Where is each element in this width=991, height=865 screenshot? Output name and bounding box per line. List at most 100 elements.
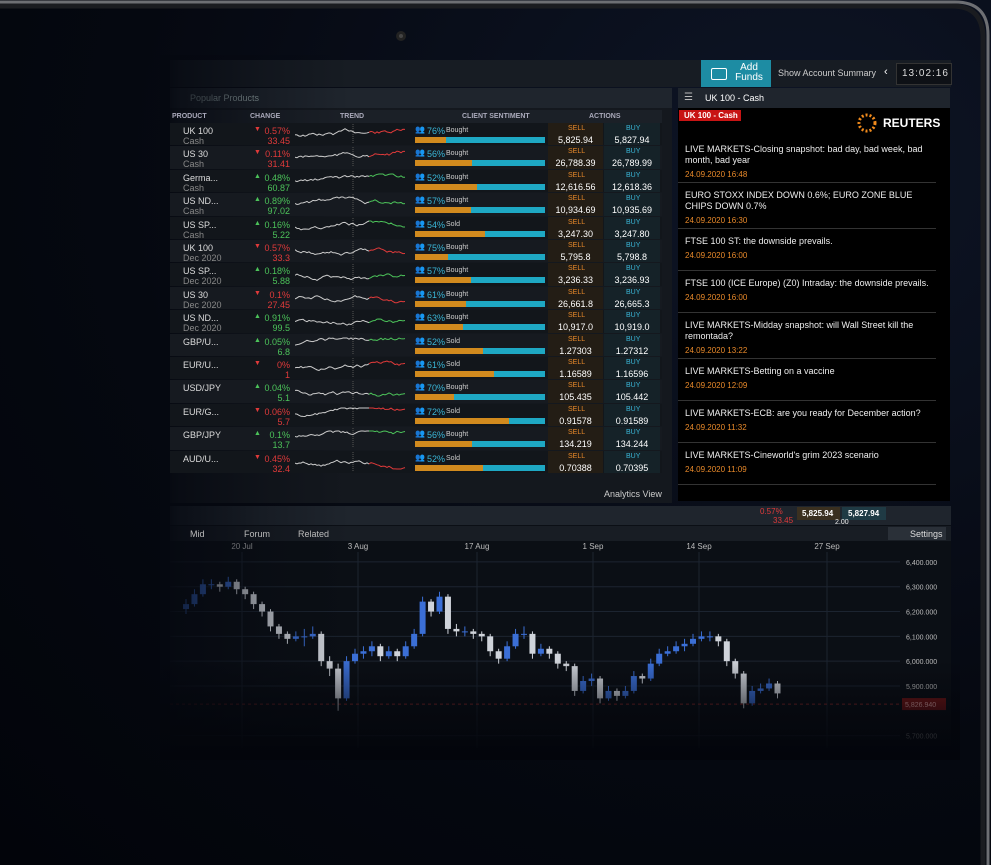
product-name[interactable]: US 30 — [183, 149, 209, 160]
sell-price[interactable]: 1.16589 — [559, 369, 592, 379]
sell-cell[interactable] — [548, 123, 603, 146]
buy-cell[interactable] — [604, 193, 660, 216]
product-name[interactable]: US ND... — [183, 313, 219, 324]
news-item[interactable]: EURO STOXX INDEX DOWN 0.6%; EURO ZONE BL… — [678, 183, 936, 229]
sell-price[interactable]: 12,616.56 — [555, 181, 596, 192]
buy-cell[interactable] — [604, 450, 660, 473]
buy-cell[interactable] — [604, 310, 660, 333]
sell-price[interactable]: 105.435 — [559, 392, 592, 403]
news-headline[interactable]: LIVE MARKETS-Cineworld's grim 2023 scena… — [685, 450, 879, 460]
product-name[interactable]: US ND... — [183, 196, 219, 207]
news-headline[interactable]: FTSE 100 ST: the downside prevails. — [685, 236, 833, 246]
buy-price[interactable]: 5,827.94 — [614, 135, 650, 145]
sell-cell[interactable] — [548, 263, 603, 286]
chart-tab[interactable]: Forum — [244, 529, 271, 539]
buy-cell[interactable] — [604, 123, 660, 146]
news-headline[interactable]: LIVE MARKETS-ECB: are you ready for Dece… — [685, 408, 921, 418]
sell-price[interactable]: 26,661.8 — [557, 298, 594, 309]
sell-price[interactable]: 1.27303 — [559, 345, 592, 356]
news-item[interactable]: LIVE MARKETS-Betting on a vaccine 24.09.2… — [678, 359, 936, 401]
buy-price[interactable]: 26,665.3 — [614, 298, 650, 309]
news-item[interactable]: LIVE MARKETS-ECB: are you ready for Dece… — [678, 401, 936, 443]
sell-cell[interactable] — [548, 240, 603, 263]
buy-cell[interactable] — [604, 146, 660, 169]
sell-price[interactable]: 134.219 — [559, 439, 592, 450]
news-headline[interactable]: LIVE MARKETS-Midday snapshot: will Wall … — [685, 320, 914, 341]
buy-cell[interactable] — [604, 427, 660, 450]
product-name[interactable]: US 30 — [183, 289, 209, 300]
sell-cell[interactable] — [548, 310, 603, 333]
buy-price[interactable]: 1.16596 — [615, 369, 649, 379]
sell-cell[interactable] — [548, 193, 603, 216]
quote-sell-box[interactable] — [797, 507, 840, 520]
sell-cell[interactable] — [548, 286, 603, 310]
product-name[interactable]: UK 100 — [183, 126, 214, 136]
buy-cell[interactable] — [604, 240, 660, 263]
news-item[interactable]: LIVE MARKETS-Cineworld's grim 2023 scena… — [678, 443, 936, 485]
news-headline[interactable]: EURO STOXX INDEX DOWN 0.6%; EURO ZONE BL… — [685, 190, 913, 211]
quote-buy-box[interactable] — [842, 507, 886, 520]
product-name[interactable]: GBP/JPY — [183, 430, 222, 441]
buy-cell[interactable] — [604, 357, 660, 380]
chart-tab[interactable]: Mid — [190, 529, 205, 539]
product-name[interactable]: EUR/G... — [183, 406, 220, 417]
add-funds-button[interactable]: Add Funds — [701, 60, 771, 87]
product-name[interactable]: GBP/U... — [183, 336, 219, 347]
buy-cell[interactable] — [604, 403, 660, 427]
buy-price[interactable]: 10,935.69 — [611, 205, 653, 216]
sell-price[interactable]: 5,795.8 — [560, 252, 591, 262]
sell-price[interactable]: 10,934.69 — [555, 205, 596, 216]
buy-price[interactable]: 134.244 — [615, 439, 649, 450]
sell-price[interactable]: 5,825.94 — [557, 135, 594, 145]
buy-price[interactable]: 0.91589 — [615, 415, 649, 426]
product-name[interactable]: UK 100 — [183, 243, 214, 253]
product-name[interactable]: Germa... — [183, 172, 219, 183]
sell-cell[interactable] — [548, 403, 603, 427]
buy-price[interactable]: 12,618.36 — [611, 181, 653, 192]
buy-cell[interactable] — [604, 169, 660, 193]
product-name[interactable]: US SP... — [183, 219, 217, 230]
sell-cell[interactable] — [548, 216, 603, 239]
sell-cell[interactable] — [548, 169, 603, 193]
sell-price[interactable]: 10,917.0 — [557, 322, 594, 333]
news-item[interactable]: LIVE MARKETS-Closing snapshot: bad day, … — [678, 137, 936, 183]
sell-cell[interactable] — [548, 380, 603, 403]
news-headline[interactable]: FTSE 100 (ICE Europe) (Z0) Intraday: the… — [685, 278, 929, 288]
buy-price[interactable]: 5,798.8 — [616, 252, 648, 262]
news-headline[interactable]: LIVE MARKETS-Betting on a vaccine — [685, 366, 835, 376]
quote-buy[interactable]: 5,827.94 — [848, 509, 880, 518]
buy-price[interactable]: 26,789.99 — [611, 158, 653, 169]
sell-cell[interactable] — [548, 427, 603, 450]
buy-price[interactable]: 10,919.0 — [614, 322, 650, 333]
buy-price[interactable]: 0.70395 — [615, 462, 649, 473]
buy-cell[interactable] — [604, 263, 660, 286]
sell-price[interactable]: 0.91578 — [559, 415, 592, 426]
sell-price[interactable]: 3,236.33 — [557, 275, 594, 286]
product-name[interactable]: US SP... — [183, 266, 217, 277]
buy-cell[interactable] — [604, 216, 660, 239]
news-headline[interactable]: LIVE MARKETS-Closing snapshot: bad day, … — [685, 144, 923, 165]
buy-cell[interactable] — [604, 286, 660, 310]
sell-cell[interactable] — [548, 146, 603, 169]
buy-price[interactable]: 3,247.80 — [614, 228, 650, 239]
sell-cell[interactable] — [548, 450, 603, 473]
chart-tab[interactable]: Related — [298, 529, 330, 539]
sell-cell[interactable] — [548, 357, 603, 380]
menu-icon[interactable]: ☰ — [684, 92, 693, 103]
settings-button[interactable] — [888, 527, 946, 540]
news-item[interactable]: FTSE 100 ST: the downside prevails. 24.09… — [678, 229, 936, 271]
sell-price[interactable]: 26,788.39 — [555, 158, 596, 169]
product-name[interactable]: AUD/U... — [183, 453, 219, 464]
product-name[interactable]: USD/JPY — [183, 383, 222, 394]
news-item[interactable]: FTSE 100 (ICE Europe) (Z0) Intraday: the… — [678, 271, 936, 313]
buy-price[interactable]: 1.27312 — [615, 345, 649, 356]
buy-price[interactable]: 3,236.93 — [614, 275, 650, 286]
account-summary[interactable]: Show Account Summary — [778, 68, 877, 78]
collapse-arrow[interactable]: ‹ — [884, 66, 888, 78]
settings-label[interactable]: Settings — [910, 529, 943, 539]
news-item[interactable]: LIVE MARKETS-Midday snapshot: will Wall … — [678, 313, 936, 359]
buy-cell[interactable] — [604, 380, 660, 403]
quote-sell[interactable]: 5,825.94 — [802, 509, 834, 518]
sell-price[interactable]: 3,247.30 — [557, 228, 594, 239]
sell-cell[interactable] — [548, 333, 603, 356]
